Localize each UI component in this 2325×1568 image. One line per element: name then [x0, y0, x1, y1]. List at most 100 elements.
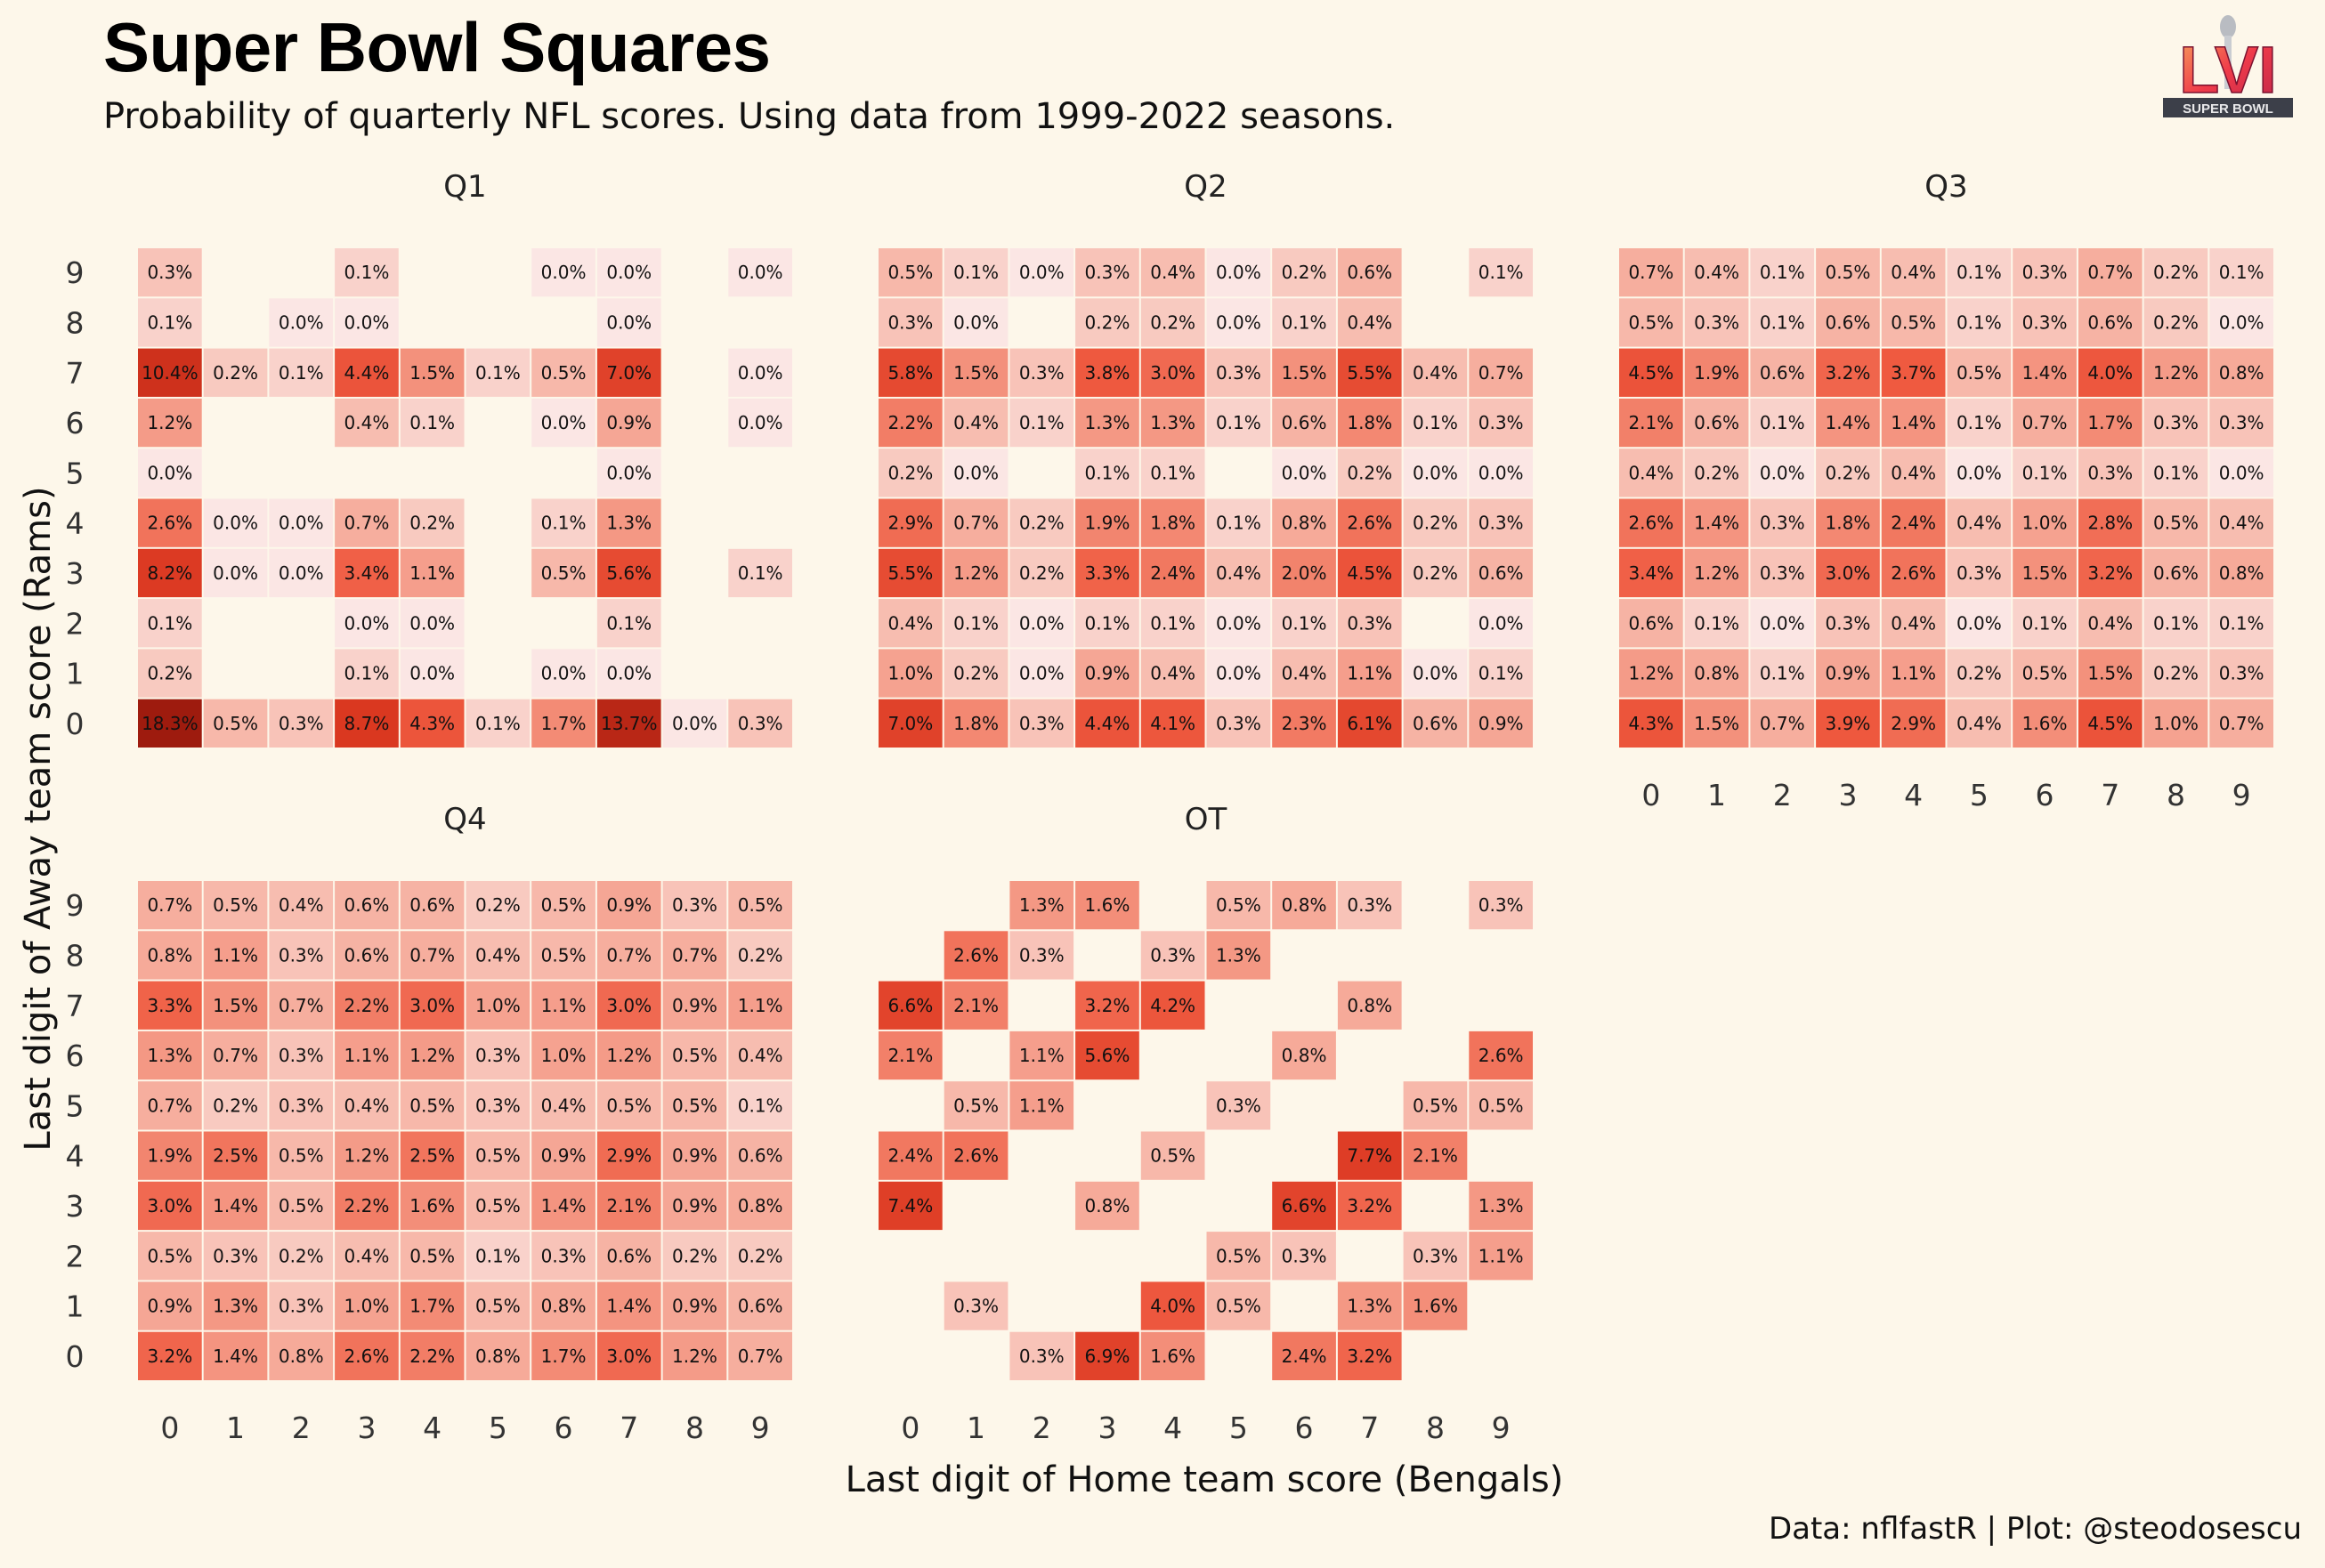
heatmap-cell [138, 649, 202, 698]
cell-value-label: 0.3% [1282, 1245, 1327, 1266]
heatmap-cell [466, 1281, 531, 1330]
cell-value-label: 0.1% [1216, 412, 1261, 433]
heatmap-cell [1619, 298, 1683, 347]
heatmap-cell [400, 1181, 465, 1231]
heatmap-cell [1403, 498, 1468, 547]
super-bowl-lvi-logo: LVI SUPER BOWL [2163, 15, 2293, 117]
heatmap-cell [1337, 649, 1402, 698]
cell-value-label: 0.5% [953, 1095, 999, 1116]
heatmap-cell [335, 649, 399, 698]
cell-value-label: 3.2% [2087, 562, 2133, 584]
cell-value-label: 1.0% [2022, 513, 2068, 534]
cell-value-label: 0.8% [1282, 894, 1327, 916]
cell-value-label: 1.3% [1347, 1296, 1392, 1317]
heatmap-cell [1403, 1081, 1468, 1130]
heatmap-cell [203, 1031, 268, 1080]
heatmap-cell [662, 981, 727, 1030]
cell-value-label: 0.0% [606, 262, 652, 283]
heatmap-cell [1881, 699, 1946, 748]
heatmap-cell [1272, 298, 1336, 347]
cell-value-label: 0.5% [213, 894, 258, 916]
cell-value-label: 0.4% [541, 1095, 587, 1116]
heatmap-cell [1075, 449, 1139, 497]
cell-value-label: 0.7% [147, 894, 192, 916]
cell-value-label: 0.1% [1216, 513, 1261, 534]
heatmap-cell [596, 348, 661, 397]
heatmap-cell [662, 1331, 727, 1380]
y-tick-label: 5 [66, 1088, 85, 1123]
cell-value-label: 0.3% [1478, 894, 1524, 916]
cell-value-label: 0.0% [1413, 462, 1458, 483]
heatmap-cell [531, 699, 595, 748]
cell-value-label: 0.1% [344, 663, 390, 684]
heatmap-cell [596, 1081, 661, 1130]
heatmap-cell [1337, 449, 1402, 497]
heatmap-cell [944, 931, 1009, 980]
cell-value-label: 0.1% [953, 262, 999, 283]
heatmap-cell [466, 1031, 531, 1080]
cell-value-label: 10.4% [142, 362, 198, 384]
heatmap-cell [531, 498, 595, 547]
cell-value-label: 0.9% [672, 1195, 717, 1216]
cell-value-label: 0.0% [606, 663, 652, 684]
heatmap-cell [662, 1232, 727, 1281]
cell-value-label: 0.1% [1413, 412, 1458, 433]
cell-value-label: 1.1% [409, 562, 455, 584]
x-tick-label: 7 [1360, 1410, 1379, 1445]
cell-value-label: 0.3% [1216, 713, 1261, 734]
cell-value-label: 1.2% [672, 1346, 717, 1367]
heatmap-cell [1469, 398, 1533, 448]
cell-value-label: 0.4% [344, 1245, 390, 1266]
cell-value-label: 1.1% [1891, 663, 1936, 684]
cell-value-label: 0.3% [1478, 412, 1524, 433]
heatmap-cell [203, 1081, 268, 1130]
cell-value-label: 0.8% [2219, 362, 2264, 384]
heatmap-cell [466, 699, 531, 748]
panel-title-q4: Q4 [443, 802, 486, 837]
cell-value-label: 0.2% [1413, 562, 1458, 584]
heatmap-cell [1947, 398, 2012, 448]
cell-value-label: 0.1% [1760, 262, 1805, 283]
cell-value-label: 0.2% [213, 1095, 258, 1116]
heatmap-cell [1403, 348, 1468, 397]
cell-value-label: 0.4% [1628, 462, 1673, 483]
cell-value-label: 0.1% [1956, 412, 2002, 433]
cell-value-label: 3.2% [1347, 1346, 1392, 1367]
cell-value-label: 0.3% [1216, 362, 1261, 384]
heatmap-cell [1337, 881, 1402, 930]
heatmap-cell [596, 498, 661, 547]
heatmap-cell [269, 548, 334, 598]
cell-value-label: 0.7% [1760, 713, 1805, 734]
heatmap-cell [1009, 599, 1074, 648]
cell-value-label: 0.9% [672, 995, 717, 1016]
heatmap-cell [1337, 548, 1402, 598]
x-tick-label: 4 [423, 1410, 442, 1445]
cell-value-label: 0.1% [1760, 663, 1805, 684]
heatmap-cell [138, 248, 202, 297]
heatmap-cell [1469, 599, 1533, 648]
heatmap-cell [1469, 348, 1533, 397]
cell-value-label: 0.0% [606, 462, 652, 483]
cell-value-label: 0.8% [1694, 663, 1739, 684]
cell-value-label: 1.8% [1347, 412, 1392, 433]
cell-value-label: 0.4% [738, 1045, 783, 1066]
heatmap-cell [138, 1031, 202, 1080]
heatmap-cell [662, 1281, 727, 1330]
cell-value-label: 1.5% [213, 995, 258, 1016]
cell-value-label: 0.2% [1694, 462, 1739, 483]
heatmap-cell [400, 881, 465, 930]
x-tick-label: 1 [226, 1410, 245, 1445]
cell-value-label: 0.4% [887, 612, 933, 634]
cell-value-label: 13.7% [601, 713, 658, 734]
heatmap-cell [596, 699, 661, 748]
y-tick-label: 7 [66, 356, 85, 391]
cell-value-label: 0.4% [344, 412, 390, 433]
trophy-stem-icon [2224, 36, 2232, 89]
cell-value-label: 2.1% [1628, 412, 1673, 433]
heatmap-cell [879, 599, 943, 648]
heatmap-cell [466, 1232, 531, 1281]
cell-value-label: 2.6% [1478, 1045, 1524, 1066]
cell-value-label: 0.7% [147, 1095, 192, 1116]
heatmap-cell [879, 1181, 943, 1231]
cell-value-label: 2.5% [409, 1145, 455, 1167]
